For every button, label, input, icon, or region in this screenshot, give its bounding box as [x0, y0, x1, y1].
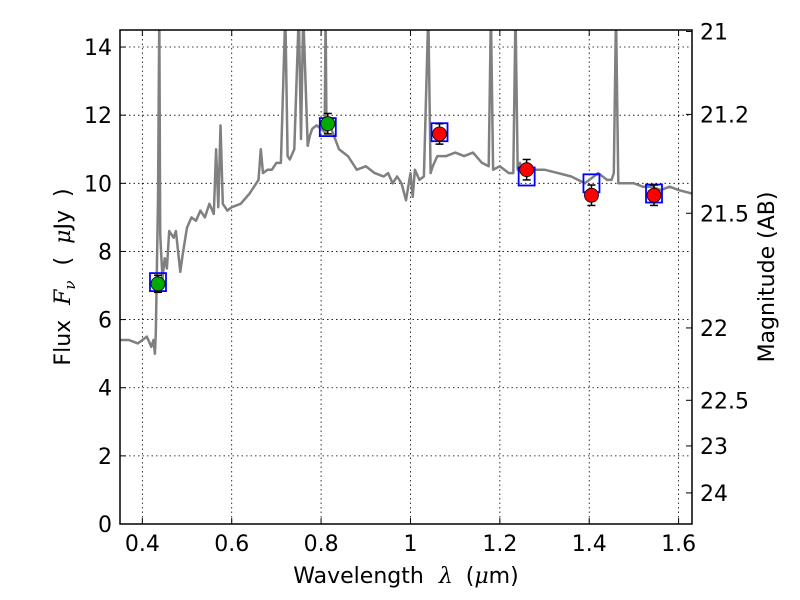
x-tick-label: 1	[403, 532, 417, 557]
series-layer	[120, 30, 692, 355]
y2-tick-label: 24	[700, 482, 728, 507]
x-tick-label: 0.8	[304, 532, 339, 557]
x-tick-label: 1.6	[661, 532, 696, 557]
x-axis-label: Wavelength λ (μm)	[293, 564, 518, 589]
y2-tick-label: 21	[700, 21, 728, 46]
x-axis-label-prefix: Wavelength	[293, 564, 424, 589]
y-tick-label: 4	[98, 377, 112, 402]
y2-tick-label: 23	[700, 435, 728, 460]
y-tick-label: 10	[84, 172, 112, 197]
y-tick-label: 8	[98, 240, 112, 265]
observed-point	[150, 276, 166, 292]
observed-point	[320, 116, 336, 132]
y-axis-label-subscript: ν	[61, 280, 79, 289]
observed-point	[584, 187, 599, 203]
x-axis-label-unit: m)	[489, 564, 519, 589]
y-axis-label: Flux Fν ( μJy )	[51, 188, 81, 365]
y-tick-label: 14	[84, 36, 112, 61]
observed-point	[646, 187, 662, 203]
plot-frame	[119, 29, 693, 525]
y2-tick-label: 22	[700, 317, 728, 342]
y2-tick-label: 21.2	[700, 103, 749, 128]
y2-axis-label: Magnitude (AB)	[755, 192, 780, 363]
axis-ticks: 0.4 0.6 0.8 1 1.2 1.4 1.6024681012142121.221.5…	[84, 21, 749, 557]
x-tick-label: 1.4	[572, 532, 607, 557]
x-tick-label: 0.4	[125, 532, 160, 557]
x-axis-label-symbol: λ	[438, 564, 453, 589]
y2-tick-label: 22.5	[700, 389, 749, 414]
y-tick-label: 0	[98, 513, 112, 538]
y2-tick-label: 21.5	[700, 202, 749, 227]
observed-point	[519, 162, 535, 178]
y-tick-label: 12	[84, 104, 112, 129]
grid-lines	[120, 30, 692, 525]
y-axis-label-symbol: F	[51, 289, 76, 306]
x-axis-label-open: (	[466, 564, 475, 589]
y-tick-label: 2	[98, 445, 112, 470]
y-axis-label-prefix: Flux	[51, 320, 76, 366]
y-axis-label-unit: Jy	[51, 210, 76, 232]
y-tick-label: 6	[98, 309, 112, 334]
x-tick-label: 1.2	[482, 532, 517, 557]
x-tick-label: 0.6	[214, 532, 249, 557]
observed-point	[432, 126, 447, 142]
y-axis-label-mu: μ	[51, 230, 76, 244]
x-axis-label-mu: μ	[474, 564, 488, 589]
y-axis-label-close: )	[51, 188, 76, 197]
y-axis-label-open: (	[51, 257, 76, 266]
